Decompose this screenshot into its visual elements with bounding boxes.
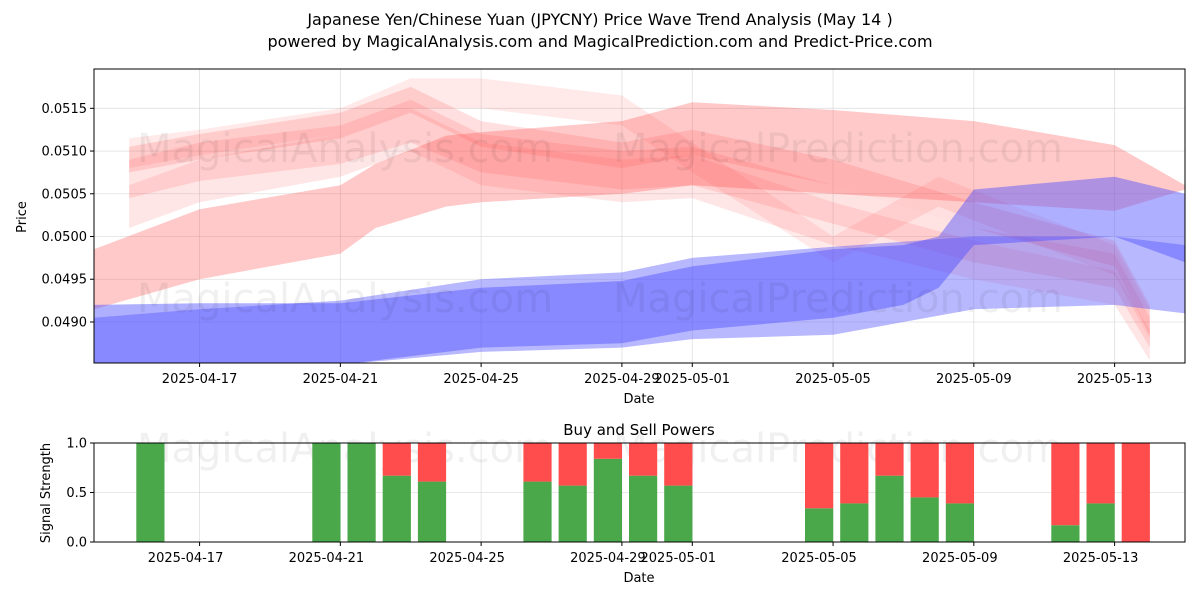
sell-bar bbox=[664, 443, 693, 486]
buy-bar bbox=[629, 475, 658, 542]
price-band-3 bbox=[129, 108, 1150, 361]
signal-x-tick-label: 2025-05-05 bbox=[781, 551, 857, 566]
signal-plot: Buy and Sell Powers MagicalAnalysis.com … bbox=[39, 421, 1186, 586]
buy-bar bbox=[1086, 503, 1115, 542]
buy-bar bbox=[382, 475, 411, 542]
signal-title: Buy and Sell Powers bbox=[563, 421, 715, 439]
signal-bars bbox=[136, 443, 1150, 542]
price-plot-frame bbox=[93, 68, 1186, 364]
price-y-tick-label: 0.0515 bbox=[42, 102, 88, 117]
price-band-4 bbox=[129, 78, 1150, 340]
price-x-tick-label: 2025-05-01 bbox=[655, 372, 731, 387]
buy-bar bbox=[1051, 525, 1080, 542]
sell-bar bbox=[805, 443, 834, 509]
price-x-tick-label: 2025-05-05 bbox=[795, 372, 871, 387]
sell-bar bbox=[558, 443, 587, 486]
sell-bar bbox=[523, 443, 552, 482]
sell-bar bbox=[417, 443, 447, 482]
price-y-tick-label: 0.0505 bbox=[42, 187, 88, 202]
price-x-tick-label: 2025-04-25 bbox=[443, 372, 519, 387]
sell-bar bbox=[593, 443, 622, 459]
sell-bar bbox=[910, 443, 939, 498]
price-x-tick-label: 2025-04-29 bbox=[584, 372, 660, 387]
buy-bar bbox=[593, 458, 622, 542]
price-y-axis-label: Price bbox=[15, 201, 30, 233]
watermark-analysis-bars: MagicalAnalysis.com bbox=[137, 426, 553, 472]
price-y-tick-label: 0.0500 bbox=[42, 230, 88, 245]
buy-bar bbox=[523, 481, 552, 542]
buy-bar bbox=[136, 443, 165, 542]
price-y-tick-label: 0.0490 bbox=[42, 315, 88, 330]
buy-bar bbox=[805, 508, 834, 542]
price-band-1 bbox=[129, 86, 1150, 335]
price-x-tick-label: 2025-04-17 bbox=[162, 372, 238, 387]
watermark-prediction-lower: MagicalPrediction.com bbox=[613, 276, 1063, 322]
price-band-6 bbox=[94, 236, 1185, 363]
sell-bar bbox=[875, 443, 904, 476]
buy-bar bbox=[875, 475, 904, 542]
price-x-tick-label: 2025-05-13 bbox=[1077, 372, 1153, 387]
sell-bar bbox=[945, 443, 974, 504]
price-band-0 bbox=[94, 102, 1185, 310]
sell-bar bbox=[1121, 443, 1150, 542]
buy-bar bbox=[347, 443, 376, 542]
signal-x-axis-label: Date bbox=[623, 571, 654, 586]
buy-bar bbox=[910, 497, 939, 542]
price-x-axis-label: Date bbox=[623, 392, 654, 407]
signal-x-tick-label: 2025-05-01 bbox=[641, 551, 717, 566]
price-x-tick-label: 2025-05-09 bbox=[936, 372, 1012, 387]
price-x-ticks: 2025-04-17 2025-04-21 2025-04-25 2025-04-29… bbox=[162, 363, 1153, 387]
signal-x-tick-label: 2025-04-21 bbox=[289, 551, 365, 566]
sell-bar bbox=[629, 443, 658, 476]
chart-title: Japanese Yen/Chinese Yuan (JPYCNY) Price… bbox=[306, 10, 892, 29]
watermark-analysis: MagicalAnalysis.com bbox=[137, 126, 553, 172]
chart-subtitle: powered by MagicalAnalysis.com and Magic… bbox=[267, 32, 932, 51]
sell-bar bbox=[840, 443, 869, 504]
signal-x-tick-label: 2025-04-29 bbox=[570, 551, 646, 566]
sell-bar bbox=[1051, 443, 1080, 526]
signal-x-tick-label: 2025-04-25 bbox=[429, 551, 505, 566]
signal-y-ticks: 0.0 0.5 1.0 bbox=[66, 437, 94, 551]
watermark-analysis-lower: MagicalAnalysis.com bbox=[137, 276, 553, 322]
sell-bar bbox=[382, 443, 411, 476]
buy-bar bbox=[840, 503, 869, 542]
signal-y-tick-label: 1.0 bbox=[66, 437, 87, 452]
price-x-tick-label: 2025-04-21 bbox=[303, 372, 379, 387]
signal-y-axis-label: Signal Strength bbox=[39, 443, 54, 543]
signal-y-tick-label: 0.5 bbox=[66, 486, 87, 501]
buy-bar bbox=[664, 485, 693, 542]
signal-y-tick-label: 0.0 bbox=[66, 536, 87, 551]
price-grid bbox=[94, 69, 1185, 363]
price-y-ticks: 0.0490 0.0495 0.0500 0.0505 0.0510 0.0515 bbox=[42, 102, 94, 330]
price-y-tick-label: 0.0495 bbox=[42, 273, 88, 288]
price-plot: MagicalAnalysis.com MagicalPrediction.co… bbox=[15, 68, 1186, 407]
price-y-tick-label: 0.0510 bbox=[42, 145, 88, 160]
sell-bar bbox=[1086, 443, 1115, 504]
price-band-2 bbox=[129, 99, 1150, 348]
buy-bar bbox=[945, 503, 974, 542]
signal-x-tick-label: 2025-05-13 bbox=[1063, 551, 1139, 566]
signal-x-ticks: 2025-04-17 2025-04-21 2025-04-25 2025-04-29… bbox=[148, 542, 1139, 566]
buy-bar bbox=[312, 443, 341, 542]
price-band-5 bbox=[94, 176, 1185, 363]
buy-bar bbox=[417, 481, 447, 542]
buy-bar bbox=[558, 485, 587, 542]
signal-x-tick-label: 2025-05-09 bbox=[922, 551, 998, 566]
price-bands bbox=[94, 78, 1185, 363]
signal-x-tick-label: 2025-04-17 bbox=[148, 551, 224, 566]
watermark-prediction: MagicalPrediction.com bbox=[613, 126, 1063, 172]
